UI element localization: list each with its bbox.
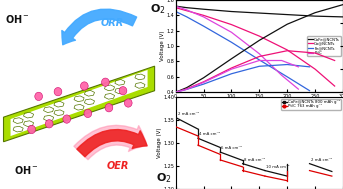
Circle shape xyxy=(54,88,62,96)
Text: OH$^-$: OH$^-$ xyxy=(5,13,30,25)
Fe@NCNTs xyxy=(174,10,178,13)
FancyArrowPatch shape xyxy=(74,125,147,160)
Text: 6 mA cm⁻²: 6 mA cm⁻² xyxy=(222,146,242,150)
Text: O$_2$: O$_2$ xyxy=(150,2,166,16)
Circle shape xyxy=(105,104,113,112)
Y-axis label: Voltage (V): Voltage (V) xyxy=(157,128,162,158)
Co@NCNTs xyxy=(201,14,205,16)
Co@NCNTs xyxy=(229,23,234,26)
Pt/C xyxy=(257,53,261,55)
Circle shape xyxy=(84,109,92,118)
Co@NCNTs xyxy=(174,7,178,9)
Text: OH$^-$: OH$^-$ xyxy=(14,164,39,176)
Circle shape xyxy=(63,115,71,123)
Circle shape xyxy=(45,120,53,128)
Legend: CoFe@NCNTs, Co@NCNTs, Fe@NCNTs, Pt/C: CoFe@NCNTs, Co@NCNTs, Fe@NCNTs, Pt/C xyxy=(307,36,341,56)
CoFe@NCNTs xyxy=(257,12,261,14)
Co@NCNTs xyxy=(333,85,337,87)
Circle shape xyxy=(125,99,132,107)
Text: 2 mA cm⁻²: 2 mA cm⁻² xyxy=(311,158,332,162)
Fe@NCNTs xyxy=(285,76,289,78)
Legend: CoFe@NCNTs 800 mAh g⁻¹, Pt/C 763 mAh g⁻¹: CoFe@NCNTs 800 mAh g⁻¹, Pt/C 763 mAh g⁻¹ xyxy=(281,99,341,110)
Y-axis label: Voltage (V): Voltage (V) xyxy=(160,31,165,61)
Fe@NCNTs xyxy=(229,41,234,43)
Line: Co@NCNTs: Co@NCNTs xyxy=(176,8,335,86)
FancyArrowPatch shape xyxy=(62,9,137,45)
Line: Fe@NCNTs: Fe@NCNTs xyxy=(176,12,309,91)
Circle shape xyxy=(28,125,35,134)
CoFe@NCNTs xyxy=(313,15,317,17)
Pt/C xyxy=(280,74,284,76)
Polygon shape xyxy=(11,70,147,136)
Fe@NCNTs xyxy=(257,59,261,61)
Text: O$_2$: O$_2$ xyxy=(155,171,171,185)
Co@NCNTs xyxy=(185,10,189,12)
Pt/C xyxy=(185,9,189,11)
Pt/C xyxy=(201,16,205,18)
Text: 4 mA cm⁻²: 4 mA cm⁻² xyxy=(199,132,220,136)
Fe@NCNTs xyxy=(307,90,311,92)
Circle shape xyxy=(81,82,88,90)
Text: ORR: ORR xyxy=(101,18,124,28)
CoFe@NCNTs xyxy=(185,7,189,9)
CoFe@NCNTs xyxy=(341,16,343,18)
Fe@NCNTs xyxy=(185,16,189,18)
Fe@NCNTs xyxy=(201,25,205,27)
Circle shape xyxy=(35,92,43,101)
CoFe@NCNTs xyxy=(229,10,234,13)
Co@NCNTs xyxy=(285,49,289,51)
CoFe@NCNTs xyxy=(174,5,178,7)
Polygon shape xyxy=(3,66,155,142)
CoFe@NCNTs xyxy=(201,8,205,10)
Pt/C xyxy=(296,88,300,90)
Circle shape xyxy=(119,87,127,95)
Co@NCNTs xyxy=(257,35,261,37)
Line: Pt/C: Pt/C xyxy=(176,6,298,89)
Line: CoFe@NCNTs: CoFe@NCNTs xyxy=(176,6,343,17)
Text: OER: OER xyxy=(107,161,129,171)
Pt/C xyxy=(229,31,234,33)
Circle shape xyxy=(102,78,109,86)
Text: 8 mA cm⁻²: 8 mA cm⁻² xyxy=(244,158,265,162)
Text: 2 mA cm⁻²: 2 mA cm⁻² xyxy=(178,112,200,116)
Pt/C xyxy=(174,5,178,7)
Text: 10 mA cm⁻²: 10 mA cm⁻² xyxy=(266,165,289,169)
CoFe@NCNTs xyxy=(285,13,289,16)
Co@NCNTs xyxy=(313,68,317,70)
X-axis label: Current density (mA cm⁻²): Current density (mA cm⁻²) xyxy=(223,100,296,106)
FancyArrowPatch shape xyxy=(77,129,147,157)
